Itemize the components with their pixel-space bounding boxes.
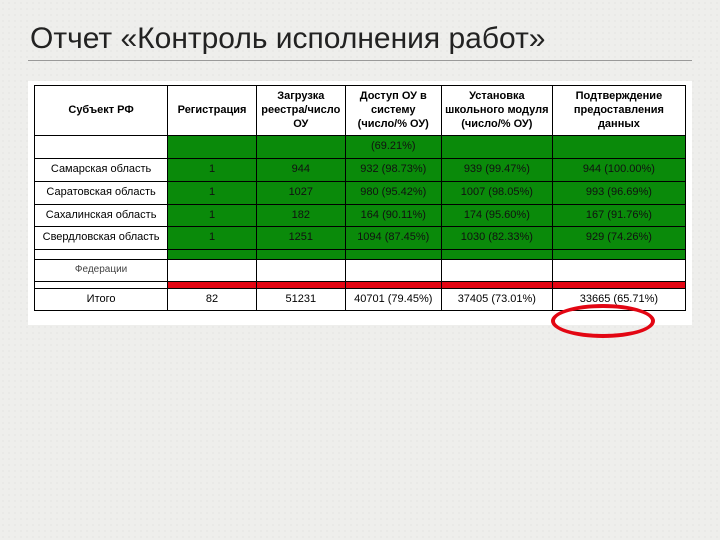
cell: 1 [168,227,257,250]
col-reg: Регистрация [168,86,257,136]
cell: 1007 (98.05%) [441,181,552,204]
table-row: Сахалинская область 1 182 164 (90.11%) 1… [35,204,686,227]
cell: 82 [168,288,257,311]
cell-subject: Самарская область [35,159,168,182]
cell: 944 [256,159,345,182]
table-row: Самарская область 1 944 932 (98.73%) 939… [35,159,686,182]
cell: 182 [256,204,345,227]
cell: 993 (96.69%) [552,181,685,204]
col-subject: Субъект РФ [35,86,168,136]
cell-peek: (69.21%) [345,136,441,159]
cell: 1027 [256,181,345,204]
cell: 1251 [256,227,345,250]
cell: 1 [168,204,257,227]
col-module: Установка школьного модуля (число/% ОУ) [441,86,552,136]
cell: 1 [168,181,257,204]
cell: 167 (91.76%) [552,204,685,227]
table-row: Федерации [35,260,686,282]
table-row-totals: Итого 82 51231 40701 (79.45%) 37405 (73.… [35,288,686,311]
cell-subject: Сахалинская область [35,204,168,227]
cell-subject: Саратовская область [35,181,168,204]
cell: 37405 (73.01%) [441,288,552,311]
title-rule [28,60,692,61]
page-title: Отчет «Контроль исполнения работ» [30,22,692,56]
table-row [35,250,686,260]
red-band [35,281,686,288]
cell-subject: Свердловская область [35,227,168,250]
table-header-row: Субъект РФ Регистрация Загрузка реестра/… [35,86,686,136]
table-row: (69.21%) [35,136,686,159]
table-row: Свердловская область 1 1251 1094 (87.45%… [35,227,686,250]
cell: 929 (74.26%) [552,227,685,250]
col-access: Доступ ОУ в систему (число/% ОУ) [345,86,441,136]
report-table: Субъект РФ Регистрация Загрузка реестра/… [34,85,686,311]
cell: 1030 (82.33%) [441,227,552,250]
cell-subject: Итого [35,288,168,311]
table-row: Саратовская область 1 1027 980 (95.42%) … [35,181,686,204]
cell: 932 (98.73%) [345,159,441,182]
cell-subject: Федерации [35,260,168,282]
table-container: Субъект РФ Регистрация Загрузка реестра/… [28,81,692,325]
cell: 1094 (87.45%) [345,227,441,250]
slide: Отчет «Контроль исполнения работ» Субъек… [0,0,720,540]
cell: 174 (95.60%) [441,204,552,227]
cell: 944 (100.00%) [552,159,685,182]
cell: 51231 [256,288,345,311]
cell: 1 [168,159,257,182]
col-confirm: Подтверждение предоставления данных [552,86,685,136]
col-load: Загрузка реестра/число ОУ [256,86,345,136]
cell: 939 (99.47%) [441,159,552,182]
cell: 40701 (79.45%) [345,288,441,311]
cell: 164 (90.11%) [345,204,441,227]
cell: 980 (95.42%) [345,181,441,204]
cell: 33665 (65.71%) [552,288,685,311]
